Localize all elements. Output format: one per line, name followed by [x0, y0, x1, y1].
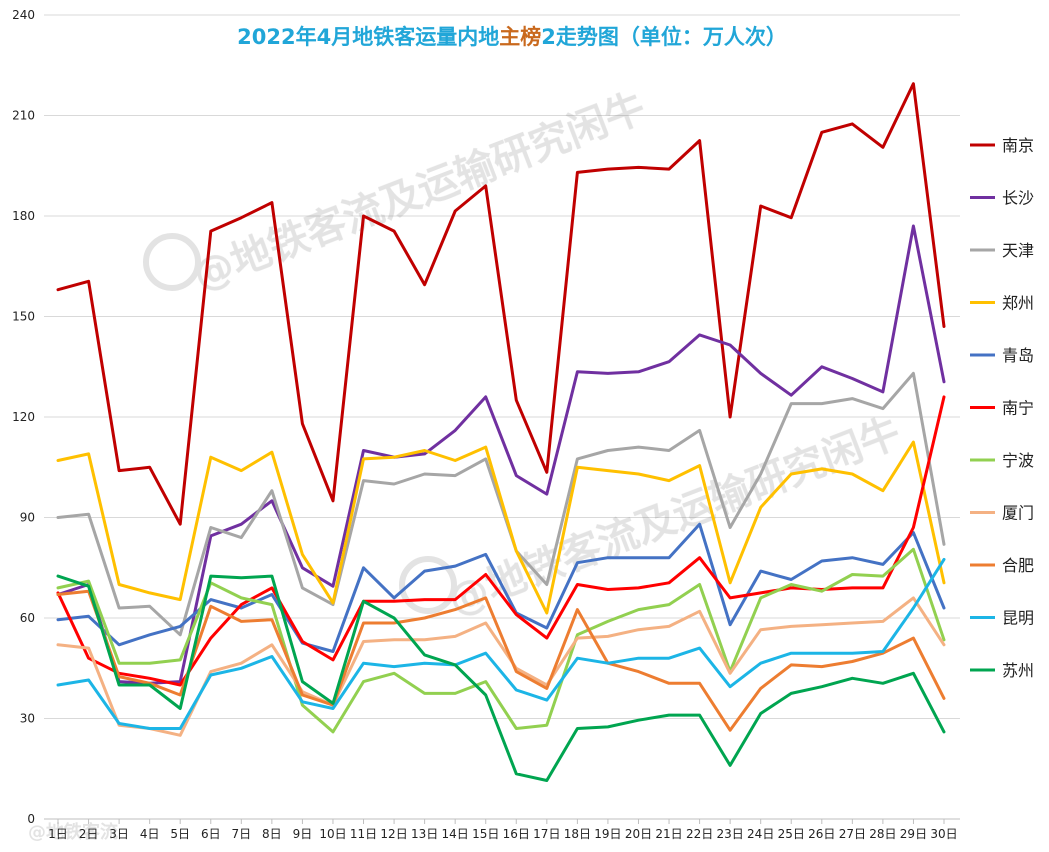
x-tick-label: 28日	[869, 827, 896, 841]
y-tick-label: 210	[12, 109, 35, 123]
series-line-天津	[56, 371, 946, 637]
x-tick-label: 9日	[293, 827, 313, 841]
legend-label: 昆明	[1002, 609, 1034, 628]
x-tick-label: 11日	[350, 827, 377, 841]
y-tick-label: 240	[12, 8, 35, 22]
x-tick-label: 18日	[564, 827, 591, 841]
x-tick-label: 12日	[380, 827, 407, 841]
x-tick-label: 20日	[625, 827, 652, 841]
y-tick-label: 90	[20, 511, 35, 525]
legend-label: 长沙	[1002, 189, 1034, 208]
y-tick-label: 0	[27, 812, 35, 826]
legend-label: 南宁	[1002, 399, 1034, 418]
y-tick-label: 30	[20, 712, 35, 726]
x-tick-label: 16日	[503, 827, 530, 841]
x-tick-label: 4日	[140, 827, 160, 841]
x-tick-label: 21日	[655, 827, 682, 841]
x-tick-label: 15日	[472, 827, 499, 841]
legend-label: 郑州	[1002, 294, 1034, 313]
x-tick-label: 13日	[411, 827, 438, 841]
x-tick-label: 29日	[900, 827, 927, 841]
x-tick-label: 3日	[109, 827, 129, 841]
watermark-text-2: @地铁客流及运输研究闲牛	[442, 409, 907, 624]
series-line-合肥	[56, 589, 946, 732]
series-line-昆明	[56, 557, 946, 730]
x-tick-label: 27日	[839, 827, 866, 841]
legend-label: 天津	[1002, 241, 1034, 260]
series-lines	[56, 82, 946, 782]
title-part-2: 主榜	[499, 25, 541, 49]
legend-label: 青岛	[1002, 346, 1034, 365]
y-tick-label: 150	[12, 310, 35, 324]
x-tick-label: 7日	[231, 827, 251, 841]
legend-label: 合肥	[1002, 556, 1034, 575]
watermark-text-1: @地铁客流及运输研究闲牛	[187, 84, 652, 299]
y-tick-label: 60	[20, 611, 35, 625]
x-tick-label: 5日	[170, 827, 190, 841]
x-tick-label: 30日	[930, 827, 957, 841]
x-tick-label: 17日	[533, 827, 560, 841]
x-tick-label: 6日	[201, 827, 221, 841]
x-tick-label: 25日	[778, 827, 805, 841]
watermark-text-corner: @地铁客流	[28, 821, 118, 843]
y-axis: 0 30 60 90 120 150 180 210 240	[12, 8, 35, 826]
legend-label: 苏州	[1002, 661, 1034, 680]
x-tick-label: 22日	[686, 827, 713, 841]
series-line-南京	[56, 82, 946, 526]
x-tick-label: 14日	[442, 827, 469, 841]
weibo-logo-icon	[143, 233, 201, 291]
x-tick-label: 23日	[716, 827, 743, 841]
x-tick-label: 19日	[594, 827, 621, 841]
title-part-1: 2022年4月地铁客运量内地	[237, 25, 499, 49]
legend-label: 宁波	[1002, 451, 1034, 470]
legend-label: 南京	[1002, 136, 1034, 155]
title-part-3: 2	[541, 25, 556, 49]
title-part-4: 走势图（单位：万人次）	[556, 25, 787, 49]
legend-label: 厦门	[1002, 504, 1034, 523]
x-tick-label: 10日	[319, 827, 346, 841]
series-line-苏州	[56, 574, 946, 782]
x-tick-label: 26日	[808, 827, 835, 841]
y-tick-label: 180	[12, 209, 35, 223]
x-tick-label: 24日	[747, 827, 774, 841]
y-tick-label: 120	[12, 410, 35, 424]
series-line-长沙	[56, 224, 946, 685]
chart-title: 2022年4月地铁客运量内地主榜2走势图（单位：万人次）	[237, 25, 787, 49]
x-tick-label: 2日	[79, 827, 99, 841]
x-tick-label: 1日	[48, 827, 68, 841]
x-axis: 1日 2日 3日 4日 5日 6日 7日 8日 9日 10日 11日 12日 13日 14日 15日 16日 1…	[44, 818, 960, 841]
x-tick-label: 8日	[262, 827, 282, 841]
series-line-南宁	[56, 395, 946, 687]
weibo-logo-icon-2	[399, 556, 457, 614]
series-line-郑州	[56, 440, 946, 615]
